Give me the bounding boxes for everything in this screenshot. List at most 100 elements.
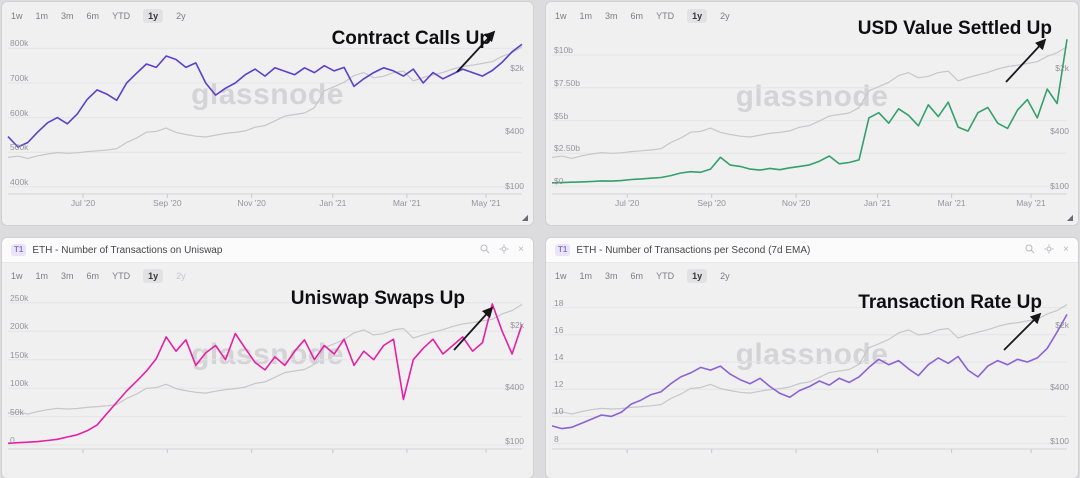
price-axis-label: $2k — [1055, 320, 1069, 331]
range-button-1y[interactable]: 1y — [687, 9, 708, 23]
y-axis-label: $5b — [554, 110, 569, 121]
y-axis-label: 200k — [10, 321, 29, 332]
gear-icon[interactable] — [499, 244, 509, 257]
chart-canvas — [7, 30, 523, 198]
y-axis-label: 50k — [10, 406, 24, 417]
y-axis-label: $10b — [554, 45, 573, 56]
range-button-6m[interactable]: 6m — [86, 271, 100, 281]
panel-usd-value-settled: glassnode USD Value Settled Up ◢ $10b $7.… — [546, 2, 1078, 225]
chart-canvas — [551, 38, 1068, 198]
x-axis-label: Nov '20 — [781, 198, 811, 208]
glassnode-watermark: glassnode — [735, 80, 889, 113]
y-axis-label: 150k — [10, 349, 29, 360]
range-button-1w[interactable]: 1w — [11, 11, 23, 21]
y-axis-label: 800k — [10, 38, 29, 49]
y-axis-label: 100k — [10, 378, 29, 389]
close-icon[interactable]: × — [1063, 244, 1069, 255]
range-button-3m[interactable]: 3m — [605, 11, 618, 21]
annotation-usd-value-settled: USD Value Settled Up — [857, 18, 1052, 39]
panel-contract-calls: glassnode Contract Calls Up ◢ 800k 700k 60… — [2, 2, 533, 225]
range-button-1m[interactable]: 1m — [579, 271, 593, 281]
x-axis-label: May '21 — [471, 198, 501, 208]
y-axis-label: 400k — [10, 176, 29, 187]
range-button-6m[interactable]: 6m — [86, 11, 100, 21]
x-axis-label: May '21 — [1016, 198, 1046, 208]
panel-transactions-per-second: T1 ETH - Number of Transactions per Seco… — [546, 238, 1078, 478]
price-axis-label: $100 — [1050, 180, 1069, 191]
resize-handle-icon[interactable]: ◢ — [521, 213, 528, 222]
x-axis-label: Jul '20 — [615, 198, 640, 208]
x-axis-label: Nov '20 — [237, 198, 266, 208]
range-button-2y[interactable]: 2y — [176, 271, 186, 281]
y-axis-label: 18 — [554, 297, 564, 308]
y-axis-label: $2.50b — [554, 143, 580, 154]
price-axis-label: $2k — [510, 63, 524, 74]
annotation-transaction-rate: Transaction Rate Up — [858, 292, 1042, 313]
y-axis-label: 0 — [10, 435, 15, 445]
range-button-1y[interactable]: 1y — [143, 269, 164, 283]
range-button-1m[interactable]: 1m — [35, 271, 49, 281]
range-button-2y[interactable]: 2y — [720, 271, 730, 281]
chart-header: T1 ETH - Number of Transactions on Unisw… — [2, 238, 533, 263]
price-axis-label: $100 — [505, 435, 524, 446]
tier-badge: T1 — [555, 244, 571, 256]
range-button-6m[interactable]: 6m — [630, 11, 644, 21]
header-actions: × — [1025, 244, 1069, 257]
range-button-ytd[interactable]: YTD — [656, 11, 675, 21]
header-actions: × — [480, 244, 524, 257]
price-axis-label: $400 — [1050, 382, 1069, 393]
chart-area-contract-calls: glassnode Contract Calls Up ◢ 800k 700k 60… — [2, 2, 533, 225]
tier-badge: T1 — [11, 244, 27, 256]
range-button-1y[interactable]: 1y — [687, 269, 708, 283]
resize-handle-icon[interactable]: ◢ — [1066, 213, 1073, 222]
chart-title: ETH - Number of Transactions on Uniswap — [32, 244, 223, 256]
chart-area-uniswap-transactions: glassnode Uniswap Swaps Up 250k 200k 150k 1… — [2, 238, 533, 478]
x-axis-label: Jan '21 — [863, 198, 892, 208]
range-button-1m[interactable]: 1m — [579, 11, 593, 21]
price-axis-label: $100 — [505, 180, 524, 191]
annotation-contract-calls: Contract Calls Up — [331, 28, 491, 49]
range-button-1m[interactable]: 1m — [35, 11, 49, 21]
chart-area-usd-value-settled: glassnode USD Value Settled Up ◢ $10b $7.… — [546, 2, 1078, 225]
range-button-2y[interactable]: 2y — [720, 11, 730, 21]
price-axis-label: $400 — [1050, 126, 1069, 137]
chart-canvas — [7, 302, 523, 453]
annotation-uniswap-swaps: Uniswap Swaps Up — [290, 288, 465, 309]
price-axis-label: $400 — [505, 382, 524, 393]
price-axis-label: $400 — [505, 126, 524, 137]
range-button-ytd[interactable]: YTD — [112, 271, 131, 281]
timerange-bar: 1w 1m 3m 6m YTD 1y 2y — [555, 9, 730, 23]
x-axis-label: Jul '20 — [70, 198, 96, 208]
close-icon[interactable]: × — [518, 244, 524, 255]
chart-canvas — [551, 303, 1068, 453]
range-button-1w[interactable]: 1w — [11, 271, 23, 281]
range-button-1y[interactable]: 1y — [143, 9, 164, 23]
range-button-ytd[interactable]: YTD — [656, 271, 675, 281]
y-axis-label: 600k — [10, 107, 29, 118]
gear-icon[interactable] — [1044, 244, 1054, 257]
panel-uniswap-transactions: T1 ETH - Number of Transactions on Unisw… — [2, 238, 533, 478]
range-button-2y[interactable]: 2y — [176, 11, 186, 21]
zoom-icon[interactable] — [1025, 244, 1035, 257]
x-axis-label: Jan '21 — [319, 198, 347, 208]
zoom-icon[interactable] — [480, 244, 490, 257]
range-button-3m[interactable]: 3m — [61, 11, 74, 21]
price-axis-label: $2k — [1055, 63, 1069, 74]
range-button-3m[interactable]: 3m — [61, 271, 74, 281]
timerange-bar: 1w 1m 3m 6m YTD 1y 2y — [555, 269, 730, 283]
range-button-1w[interactable]: 1w — [555, 11, 567, 21]
glassnode-watermark: glassnode — [735, 338, 889, 371]
range-button-6m[interactable]: 6m — [630, 271, 644, 281]
x-axis-label: Mar '21 — [392, 198, 421, 208]
y-axis-label: 500k — [10, 142, 29, 153]
y-axis-label: $7.50b — [554, 77, 580, 88]
x-axis-label: Sep '20 — [697, 198, 726, 208]
range-button-1w[interactable]: 1w — [555, 271, 567, 281]
range-button-3m[interactable]: 3m — [605, 271, 618, 281]
y-axis-label: $0 — [554, 176, 564, 187]
y-axis-label: 12 — [554, 379, 564, 390]
y-axis-label: 16 — [554, 324, 564, 335]
price-axis-label: $100 — [1050, 435, 1069, 446]
chart-title: ETH - Number of Transactions per Second … — [576, 244, 811, 256]
range-button-ytd[interactable]: YTD — [112, 11, 131, 21]
